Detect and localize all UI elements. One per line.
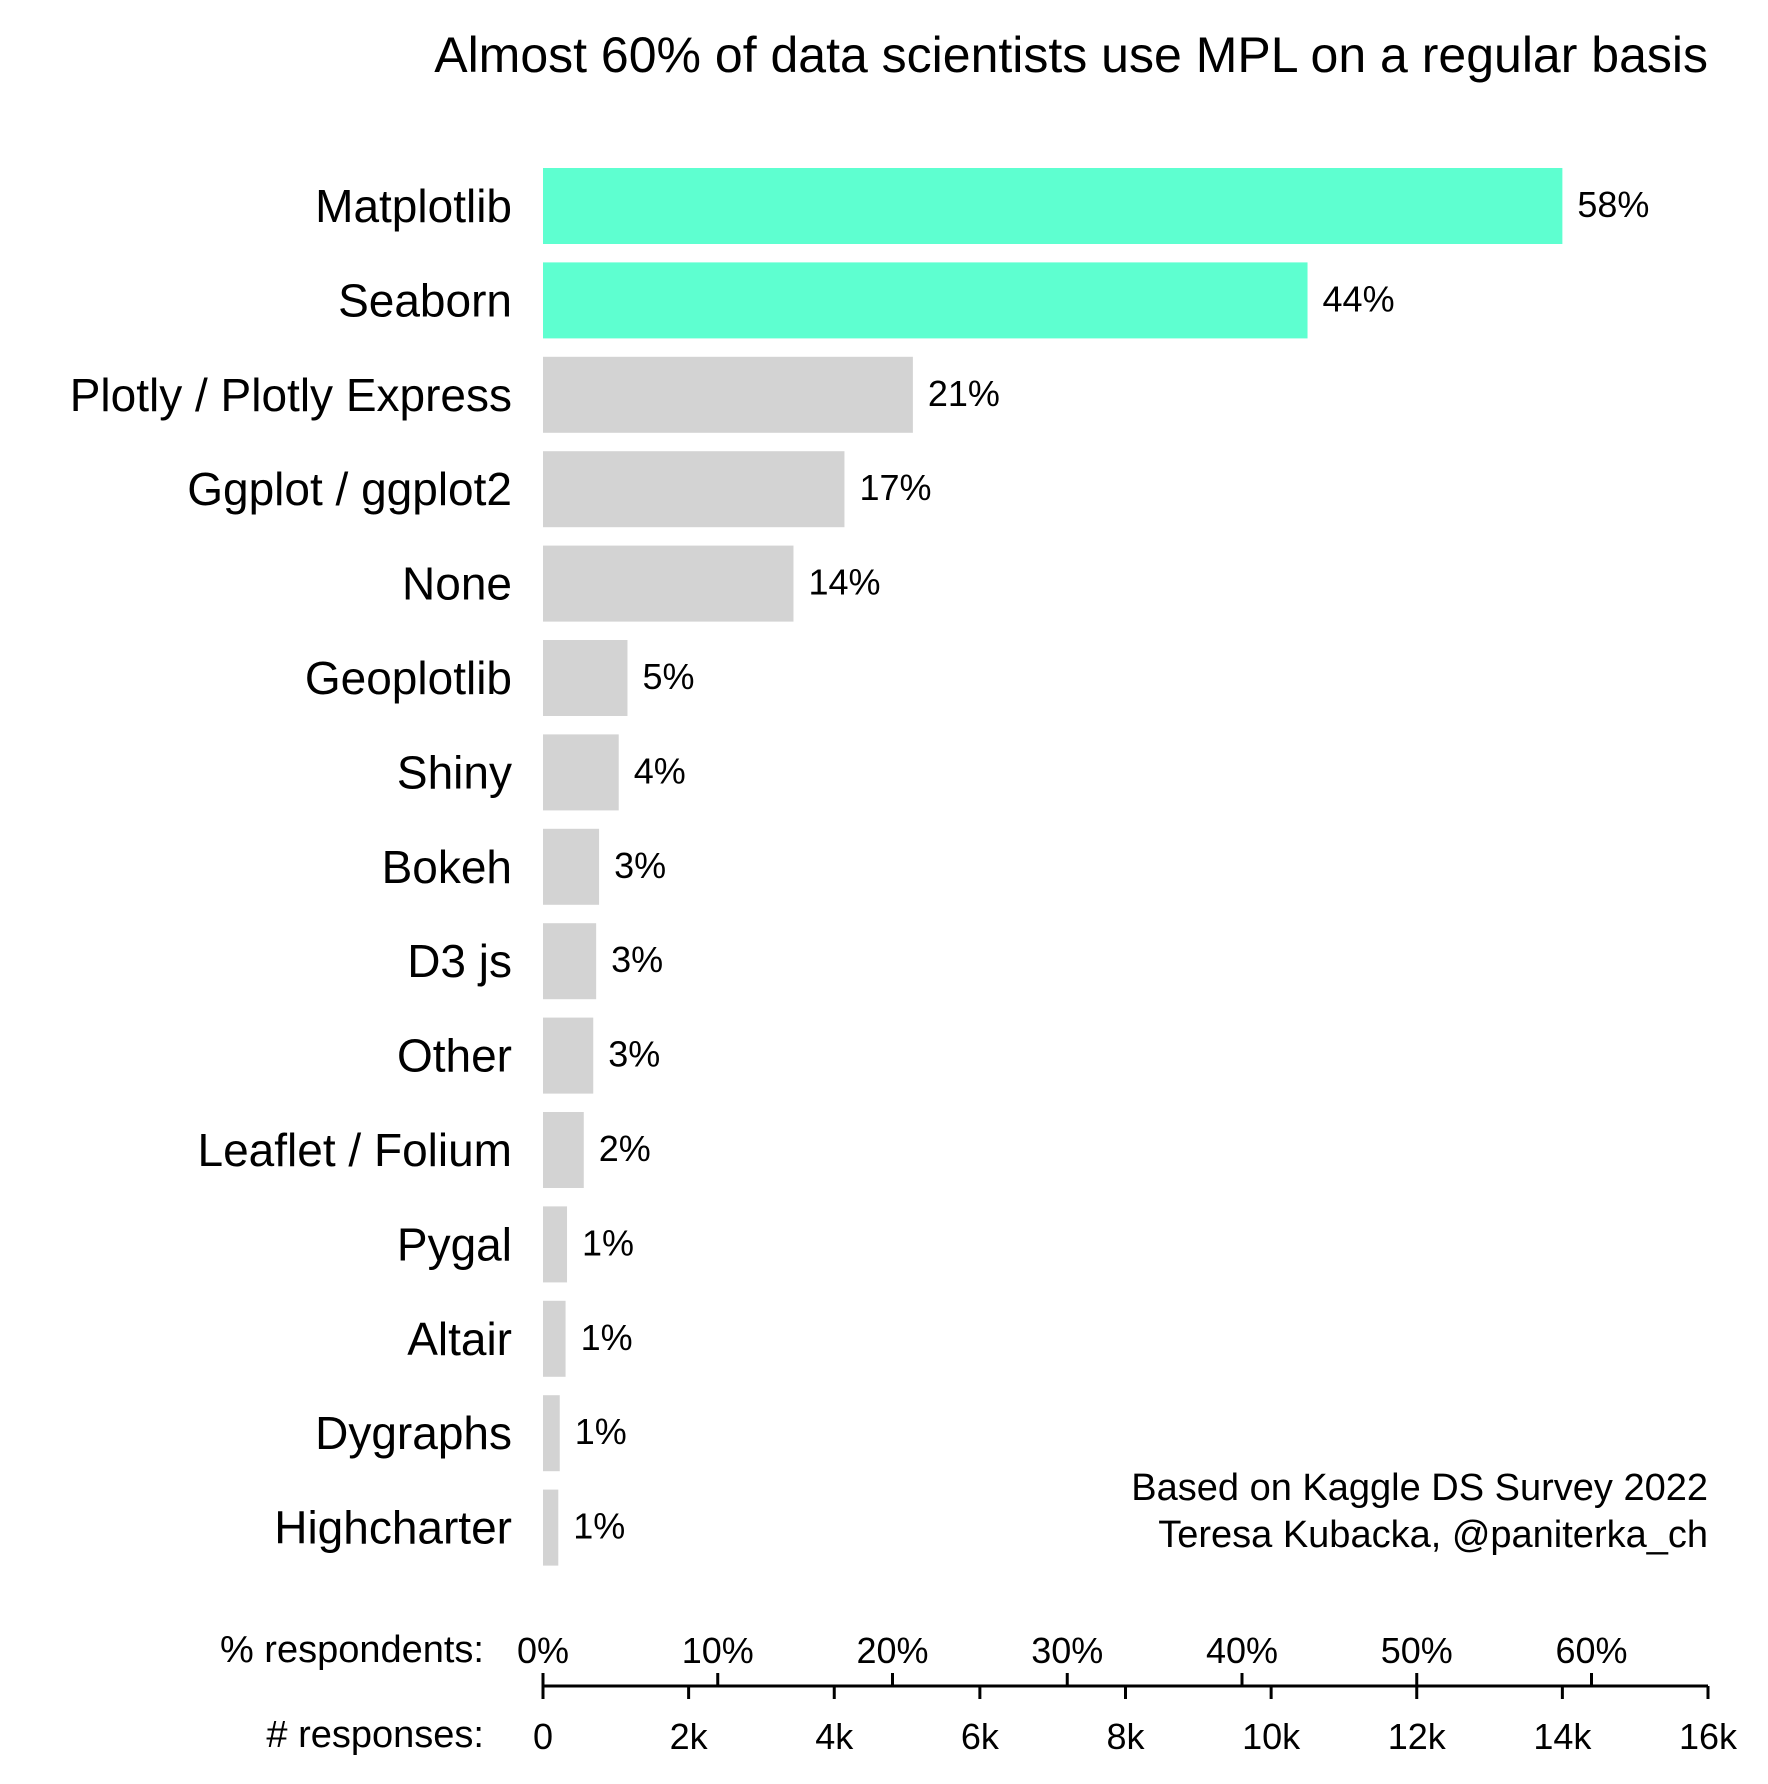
x-tick-label: 4k [815, 1716, 854, 1757]
bar-bokeh [543, 828, 600, 905]
value-label: 4% [634, 750, 686, 791]
value-label: 3% [608, 1034, 660, 1075]
x-tick-label: 0 [533, 1716, 553, 1757]
x-tick-label: 16k [1679, 1716, 1738, 1757]
source-annotation-line-2: Teresa Kubacka, @paniterka_ch [1158, 1514, 1708, 1556]
x-tick-label: 10k [1242, 1716, 1301, 1757]
category-label: Bokeh [382, 841, 512, 893]
x-axis: 0 2k 4k 6k 8k 10k 12k 14k 16k 0% 10% 20% 30% 40% 50% 60… [517, 1630, 1738, 1757]
bar-dygraphs [543, 1395, 560, 1472]
x-tick-label: 2k [670, 1716, 709, 1757]
value-label: 5% [642, 656, 694, 697]
category-label: D3 js [407, 935, 512, 987]
category-label: Geoplotlib [305, 652, 512, 704]
value-labels: 58% 44% 21% 17% 14% 5% 4% 3% 3% 3% 2% 1% 1% 1% 1% [573, 184, 1649, 1547]
value-label: 21% [928, 373, 1000, 414]
secondary-tick-label: 50% [1381, 1630, 1453, 1671]
bar-ggplot-ggplot2 [543, 451, 845, 528]
secondary-tick-label: 60% [1555, 1630, 1627, 1671]
category-label: Seaborn [338, 274, 512, 326]
category-label: Dygraphs [315, 1407, 512, 1459]
secondary-axis-label: % respondents: [220, 1629, 484, 1671]
secondary-tick-label: 0% [517, 1630, 569, 1671]
bar-d3-js [543, 923, 597, 1000]
x-tick-label: 14k [1533, 1716, 1592, 1757]
category-label: None [402, 558, 512, 610]
secondary-tick-label: 10% [682, 1630, 754, 1671]
category-label: Highcharter [274, 1502, 512, 1554]
bar-shiny [543, 734, 619, 811]
value-label: 44% [1323, 278, 1395, 319]
value-label: 3% [611, 939, 663, 980]
bar-none [543, 545, 794, 622]
category-label: Matplotlib [315, 180, 512, 232]
value-label: 3% [614, 845, 666, 886]
source-annotation-line-1: Based on Kaggle DS Survey 2022 [1131, 1467, 1708, 1509]
bar-other [543, 1017, 594, 1094]
x-tick-label: 12k [1388, 1716, 1447, 1757]
bar-plotly-plotly-express [543, 356, 913, 433]
value-label: 1% [581, 1317, 633, 1358]
value-label: 58% [1577, 184, 1649, 225]
bar-matplotlib [543, 168, 1563, 244]
bars-group [543, 168, 1563, 1566]
chart-title: Almost 60% of data scientists use MPL on… [434, 27, 1708, 83]
category-label: Shiny [397, 746, 512, 798]
category-label: Other [397, 1030, 512, 1082]
category-label: Pygal [397, 1218, 512, 1270]
bar-altair [543, 1300, 566, 1377]
bar-pygal [543, 1206, 568, 1283]
value-label: 1% [582, 1222, 634, 1263]
category-label: Altair [407, 1313, 512, 1365]
value-label: 2% [599, 1128, 651, 1169]
bar-highcharter [543, 1489, 559, 1566]
bar-seaborn [543, 262, 1308, 339]
bar-leaflet-folium [543, 1112, 584, 1188]
x-tick-label: 6k [961, 1716, 1000, 1757]
category-label: Plotly / Plotly Express [70, 369, 512, 421]
secondary-tick-label: 40% [1206, 1630, 1278, 1671]
value-label: 1% [575, 1411, 627, 1452]
category-label: Ggplot / ggplot2 [187, 463, 512, 515]
bar-geoplotlib [543, 640, 628, 716]
secondary-tick-label: 20% [856, 1630, 928, 1671]
category-labels: Matplotlib Seaborn Plotly / Plotly Express… [70, 180, 512, 1554]
category-label: Leaflet / Folium [198, 1124, 512, 1176]
x-axis-label: # responses: [266, 1714, 484, 1756]
x-tick-label: 8k [1106, 1716, 1145, 1757]
value-label: 14% [808, 562, 880, 603]
value-label: 17% [859, 467, 931, 508]
value-label: 1% [573, 1506, 625, 1547]
secondary-tick-label: 30% [1031, 1630, 1103, 1671]
